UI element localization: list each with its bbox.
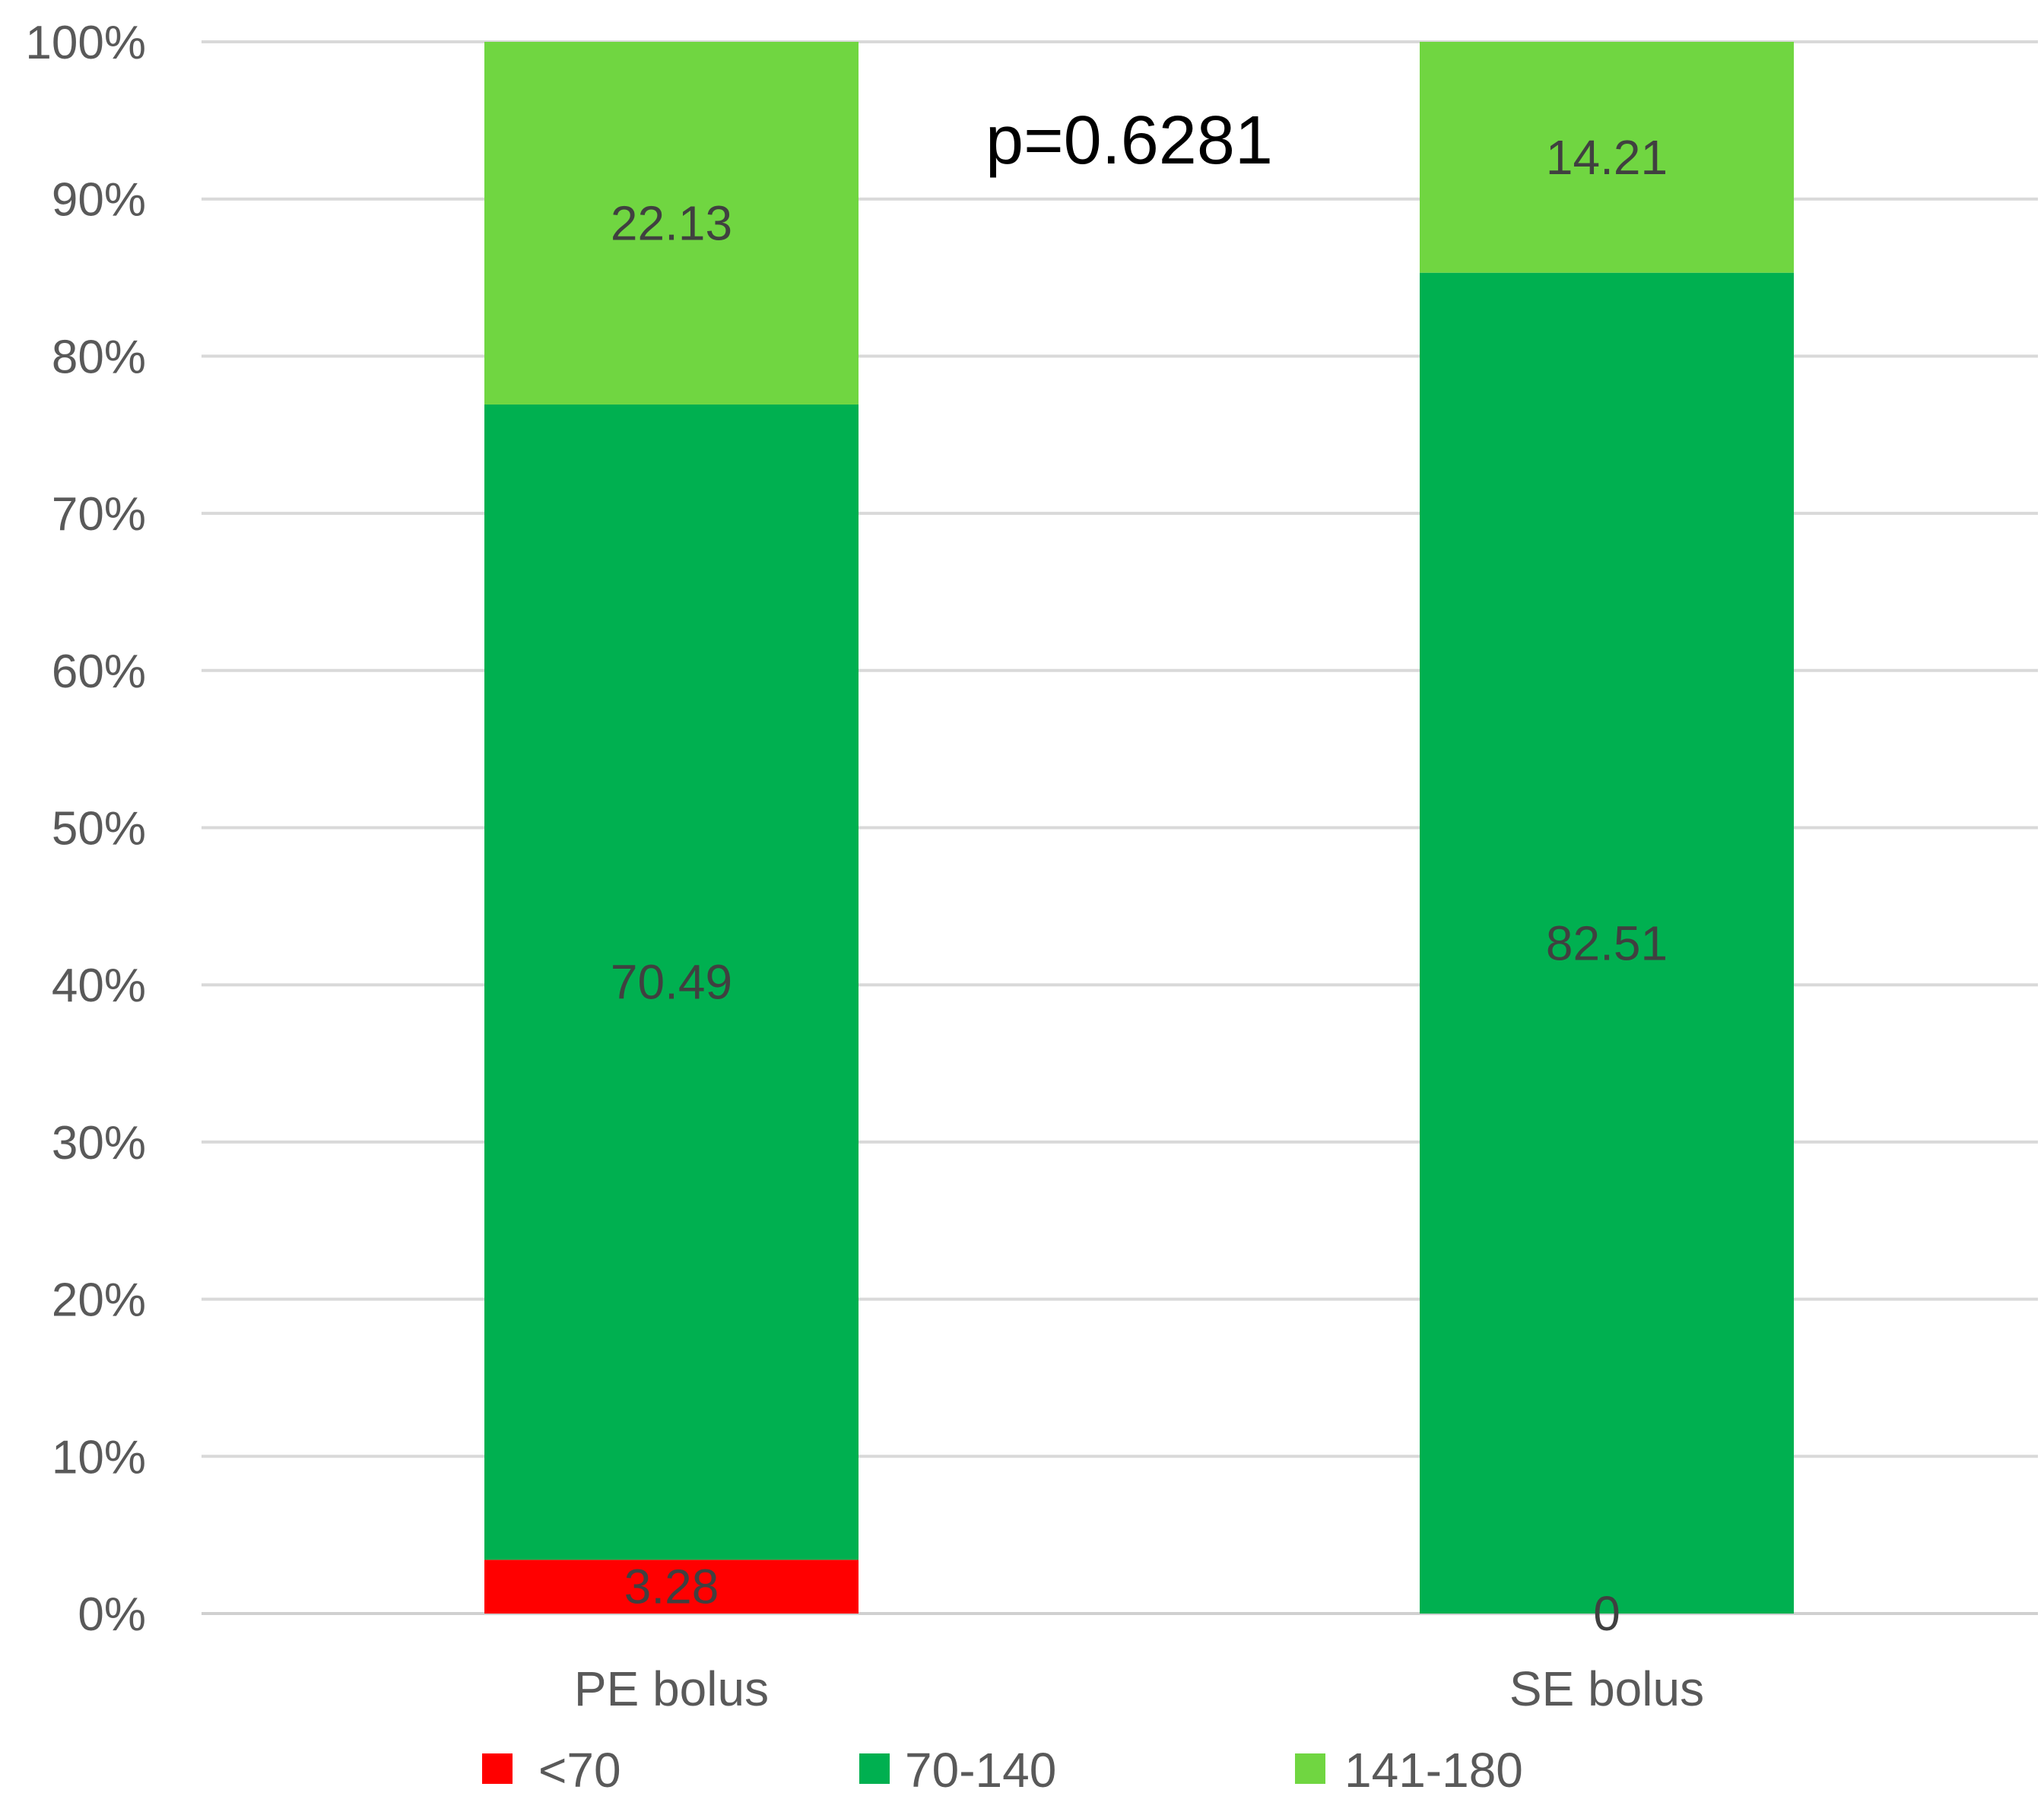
bar-segment-70-140-0 [484,404,859,1560]
bar-segment-70-140-1 [1420,272,1794,1614]
legend-swatch [482,1753,513,1784]
y-tick-label: 100% [25,17,146,69]
data-label: 82.51 [1546,916,1668,970]
data-label: 22.13 [611,195,732,250]
y-tick-label: 80% [52,331,146,383]
x-category-label: SE bolus [1509,1661,1704,1716]
legend-swatch [1295,1753,1325,1784]
y-tick-label: 10% [52,1431,146,1484]
y-tick-label: 50% [52,803,146,855]
data-label: 0 [1593,1586,1620,1641]
y-tick-label: 40% [52,960,146,1012]
y-tick-label: 30% [52,1117,146,1169]
y-tick-label: 60% [52,646,146,698]
legend-label: <70 [538,1743,621,1798]
x-axis-categories: PE bolus SE bolus [574,1661,1704,1716]
x-category-label: PE bolus [574,1661,769,1716]
y-tick-label: 90% [52,174,146,227]
data-label: 14.21 [1546,130,1668,185]
legend-label: 141-180 [1344,1743,1523,1798]
y-axis-ticks: 0% 10% 20% 30% 40% 50% 60% 70% 80% 90% 100% [25,17,146,1641]
bar-segment-141-180-1 [1420,42,1794,273]
data-labels: 3.28 70.49 22.13 0 82.51 14.21 [611,130,1668,1641]
data-label: 3.28 [624,1560,719,1614]
data-label: 70.49 [611,955,732,1010]
bar-segment-70-0 [484,1560,859,1614]
bar-segment-141-180-0 [484,42,859,405]
p-value-annotation: p=0.6281 [986,103,1273,179]
bars [484,42,1794,1614]
y-tick-label: 70% [52,488,146,541]
y-tick-label: 0% [78,1588,146,1641]
legend-swatch [859,1753,890,1784]
y-tick-label: 20% [52,1274,146,1327]
legend-label: 70-140 [905,1743,1056,1798]
legend: <70 70-140 141-180 [482,1743,1523,1798]
